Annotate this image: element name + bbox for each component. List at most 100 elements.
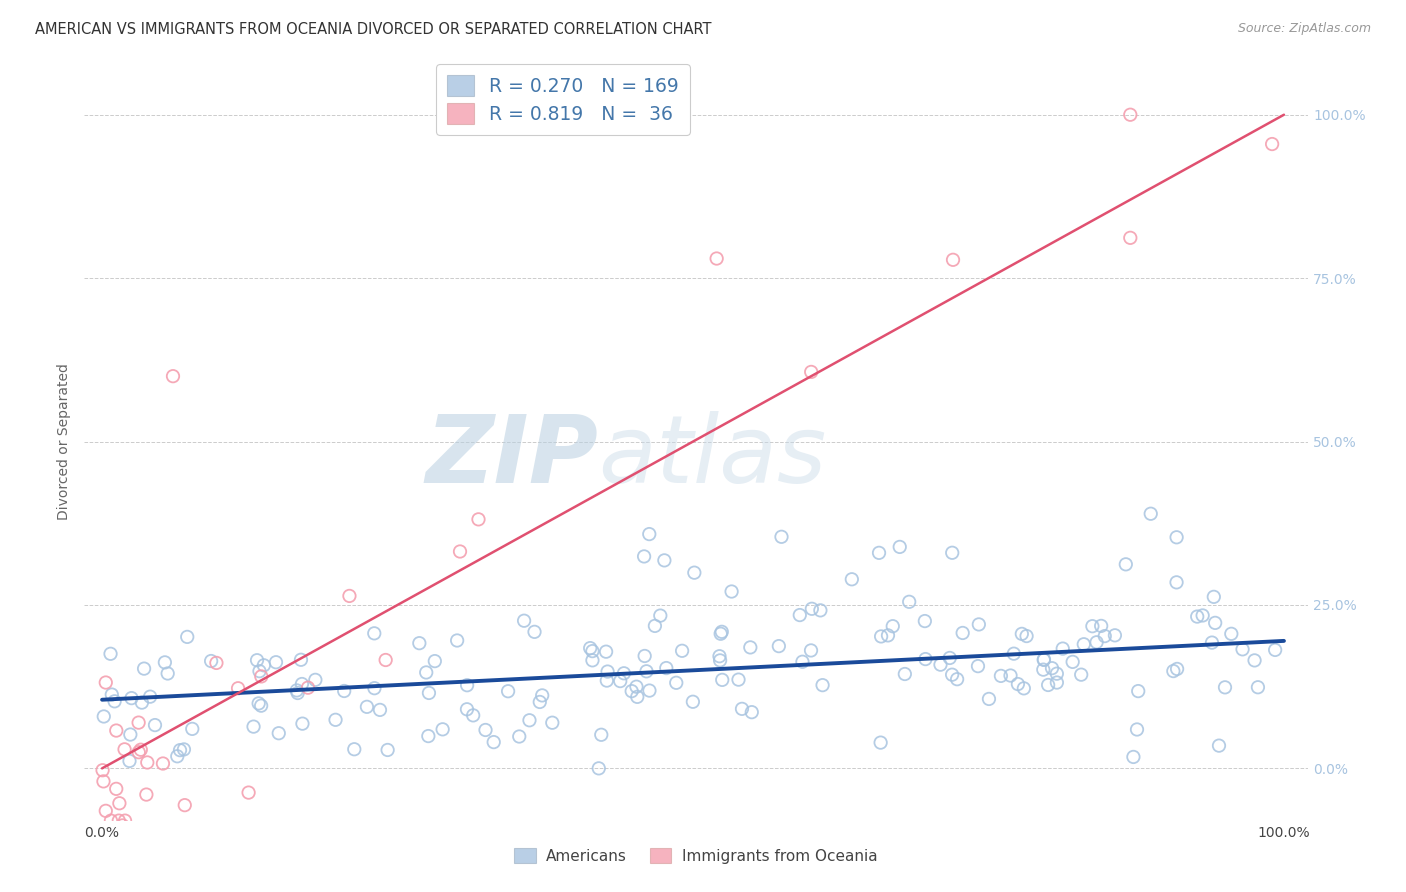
Point [418, 686, 440, 700]
Point [914, 614, 936, 628]
Point [1201, 635, 1223, 649]
Point [741, 705, 763, 719]
Legend: Americans, Immigrants from Oceania: Americans, Immigrants from Oceania [508, 842, 884, 870]
Point [638, 527, 661, 541]
Point [131, 696, 153, 710]
Point [636, 665, 658, 679]
Point [249, 664, 271, 678]
Point [139, 690, 162, 704]
Point [929, 657, 952, 672]
Point [941, 667, 963, 681]
Point [1122, 750, 1144, 764]
Point [1046, 666, 1069, 681]
Point [287, 686, 309, 700]
Text: ZIP: ZIP [425, 410, 598, 503]
Point [1191, 608, 1213, 623]
Point [942, 252, 965, 267]
Point [291, 716, 314, 731]
Point [1032, 653, 1054, 667]
Point [247, 697, 270, 711]
Point [800, 365, 823, 379]
Point [1070, 667, 1092, 681]
Point [333, 684, 356, 698]
Point [882, 619, 904, 633]
Point [914, 652, 936, 666]
Point [1128, 684, 1150, 698]
Point [100, 814, 122, 828]
Point [1085, 635, 1108, 649]
Point [654, 553, 676, 567]
Point [285, 683, 308, 698]
Point [638, 683, 661, 698]
Point [710, 626, 733, 640]
Point [720, 584, 742, 599]
Point [118, 754, 141, 768]
Point [1264, 643, 1286, 657]
Point [596, 665, 619, 679]
Point [541, 715, 564, 730]
Point [120, 727, 142, 741]
Point [1015, 629, 1038, 643]
Point [952, 626, 974, 640]
Point [93, 774, 115, 789]
Point [325, 713, 347, 727]
Point [377, 743, 399, 757]
Point [1011, 627, 1033, 641]
Point [250, 669, 273, 683]
Point [581, 644, 603, 658]
Point [800, 602, 823, 616]
Point [1052, 641, 1074, 656]
Text: Source: ZipAtlas.com: Source: ZipAtlas.com [1237, 22, 1371, 36]
Point [173, 742, 195, 756]
Point [250, 698, 273, 713]
Point [264, 655, 287, 669]
Point [990, 669, 1012, 683]
Point [1040, 661, 1063, 675]
Point [508, 730, 530, 744]
Point [482, 735, 505, 749]
Point [789, 608, 811, 623]
Point [105, 723, 128, 738]
Point [579, 641, 602, 656]
Point [889, 540, 911, 554]
Point [870, 629, 893, 643]
Point [205, 656, 228, 670]
Point [108, 814, 131, 828]
Point [655, 661, 678, 675]
Point [418, 729, 440, 743]
Point [1007, 677, 1029, 691]
Point [291, 677, 314, 691]
Point [1243, 653, 1265, 667]
Point [1166, 575, 1188, 590]
Point [1036, 678, 1059, 692]
Point [1073, 637, 1095, 651]
Point [967, 617, 990, 632]
Point [153, 656, 176, 670]
Point [633, 549, 655, 564]
Point [111, 818, 134, 832]
Point [1247, 680, 1270, 694]
Point [709, 649, 731, 664]
Point [581, 653, 603, 667]
Point [519, 713, 541, 727]
Point [1204, 615, 1226, 630]
Point [456, 678, 478, 692]
Point [868, 546, 890, 560]
Point [423, 654, 446, 668]
Point [446, 633, 468, 648]
Point [93, 709, 115, 723]
Point [156, 666, 179, 681]
Point [463, 708, 485, 723]
Point [665, 675, 688, 690]
Point [894, 667, 917, 681]
Point [682, 695, 704, 709]
Point [1046, 675, 1069, 690]
Point [529, 695, 551, 709]
Point [626, 680, 648, 694]
Point [740, 640, 762, 655]
Point [1208, 739, 1230, 753]
Point [339, 589, 361, 603]
Point [1126, 723, 1149, 737]
Point [710, 624, 733, 639]
Point [869, 736, 891, 750]
